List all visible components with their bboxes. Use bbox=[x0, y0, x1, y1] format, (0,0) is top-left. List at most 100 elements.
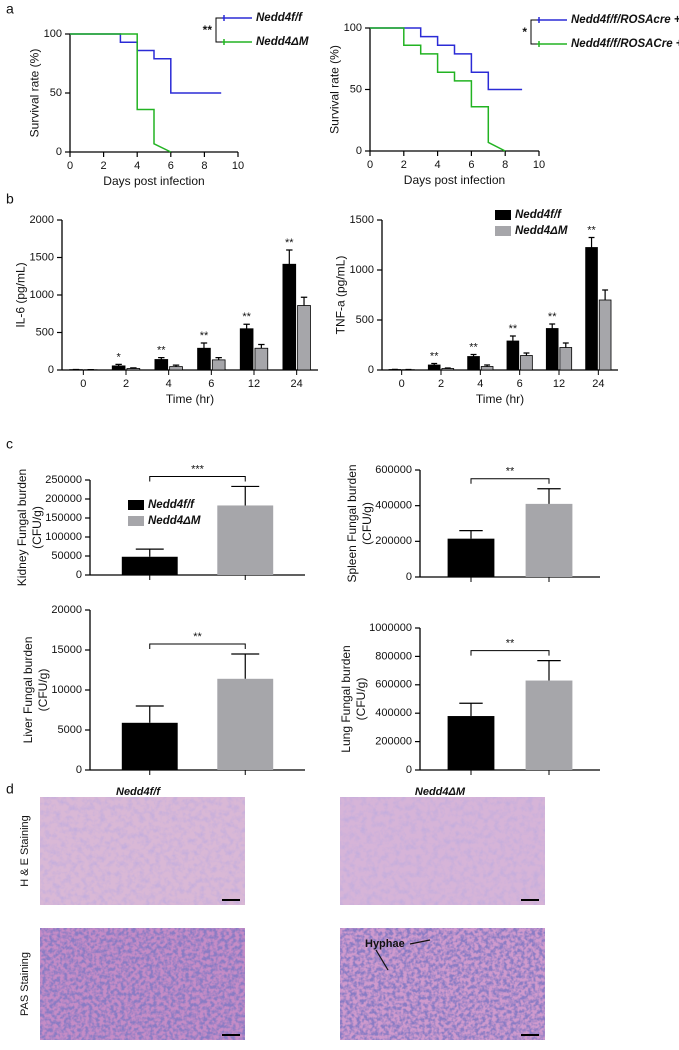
y-tick-label: 500 bbox=[356, 314, 374, 326]
x-tick-label: 4 bbox=[134, 160, 140, 172]
x-tick-label: 2 bbox=[401, 159, 407, 171]
bar bbox=[520, 355, 533, 371]
row-label: PAS Staining bbox=[19, 952, 31, 1016]
bar bbox=[197, 347, 211, 371]
significance-label: ** bbox=[242, 311, 251, 323]
error-bar bbox=[459, 530, 483, 539]
x-tick-label: 24 bbox=[592, 378, 604, 390]
error-bar bbox=[431, 362, 438, 365]
legend-swatch bbox=[128, 500, 144, 510]
row-label: H & E Staining bbox=[19, 815, 31, 887]
error-bar bbox=[588, 236, 595, 248]
legend-label: Nedd4f/f/ROSAcre +Oil bbox=[571, 14, 679, 26]
panel-label: d bbox=[6, 781, 14, 797]
y-tick-label: 600000 bbox=[375, 679, 412, 691]
y-tick-label: 0 bbox=[368, 364, 374, 376]
bar bbox=[217, 678, 274, 770]
error-bar bbox=[602, 289, 609, 300]
bar bbox=[447, 716, 495, 770]
legend-label: Nedd4ΔM bbox=[515, 225, 568, 237]
bar bbox=[211, 359, 226, 371]
error-bar bbox=[562, 342, 569, 348]
y-axis-label: Survival rate (%) bbox=[328, 45, 342, 134]
x-tick-label: 2 bbox=[438, 378, 444, 390]
x-tick-label: 0 bbox=[367, 159, 373, 171]
legend-label: Nedd4ΔM bbox=[148, 515, 201, 527]
significance-label: ** bbox=[509, 323, 518, 335]
error-bar bbox=[231, 653, 260, 679]
y-tick-label: 1000 bbox=[350, 264, 374, 276]
y-tick-label: 1000000 bbox=[369, 622, 412, 634]
bar bbox=[254, 347, 269, 371]
x-tick-label: 6 bbox=[517, 378, 523, 390]
error-bar bbox=[135, 705, 164, 723]
y-tick-label: 0 bbox=[76, 764, 82, 776]
y-tick-label: 100000 bbox=[45, 531, 82, 543]
x-tick-label: 8 bbox=[201, 160, 207, 172]
y-tick-label: 600000 bbox=[375, 464, 412, 476]
error-bar bbox=[158, 357, 165, 360]
significance-bracket bbox=[149, 643, 246, 649]
legend-label: Nedd4ΔM bbox=[256, 36, 309, 48]
significance-label: ** bbox=[157, 345, 166, 357]
error-bar bbox=[523, 352, 530, 356]
significance-bracket bbox=[149, 475, 246, 482]
bar bbox=[598, 299, 612, 371]
y-tick-label: 1500 bbox=[30, 251, 54, 263]
y-tick-label: 50000 bbox=[51, 550, 82, 562]
significance-label: ** bbox=[506, 466, 515, 478]
bar bbox=[282, 263, 297, 371]
pas-texture bbox=[340, 928, 545, 1040]
panel-label: b bbox=[6, 191, 14, 207]
survival-line bbox=[370, 27, 523, 91]
error-bar bbox=[509, 335, 516, 341]
significance-label: ** bbox=[285, 237, 294, 249]
bar bbox=[121, 722, 178, 770]
legend-swatch bbox=[495, 226, 511, 236]
x-tick-label: 6 bbox=[208, 378, 214, 390]
y-tick-label: 200000 bbox=[375, 535, 412, 547]
bar bbox=[297, 305, 311, 371]
bar bbox=[506, 340, 520, 371]
y-axis-label: (CFU/g) bbox=[354, 678, 368, 721]
error-bar bbox=[537, 660, 561, 681]
y-axis-label: TNF-a (pg/mL) bbox=[333, 256, 347, 335]
bar bbox=[545, 328, 559, 371]
error-bar bbox=[286, 249, 293, 265]
y-tick-label: 5000 bbox=[58, 724, 82, 736]
error-bar bbox=[215, 357, 222, 360]
y-tick-label: 10000 bbox=[51, 684, 82, 696]
panel-label: c bbox=[6, 436, 13, 452]
significance-label: ** bbox=[548, 311, 557, 323]
bar bbox=[154, 359, 169, 371]
legend-swatch bbox=[128, 516, 144, 526]
bar bbox=[427, 364, 441, 371]
y-tick-label: 0 bbox=[356, 145, 362, 157]
significance-label: *** bbox=[191, 463, 205, 475]
y-tick-label: 0 bbox=[406, 571, 412, 583]
y-axis-label: Spleen Fungal burden bbox=[345, 464, 359, 582]
error-bar bbox=[258, 343, 265, 349]
annotation: Hyphae bbox=[365, 938, 405, 950]
x-tick-label: 0 bbox=[80, 378, 86, 390]
error-bar bbox=[231, 485, 260, 506]
error-bar bbox=[200, 342, 208, 349]
y-axis-label: (CFU/g) bbox=[360, 502, 374, 545]
bar bbox=[467, 356, 480, 371]
arrow bbox=[375, 949, 389, 971]
he-texture bbox=[340, 797, 545, 905]
significance-bracket bbox=[530, 19, 537, 45]
x-tick-label: 24 bbox=[291, 378, 303, 390]
x-tick-label: 12 bbox=[553, 378, 565, 390]
significance-bracket bbox=[470, 650, 550, 656]
x-axis-label: Time (hr) bbox=[476, 392, 524, 406]
bar bbox=[441, 368, 455, 371]
error-bar bbox=[135, 548, 164, 557]
x-tick-label: 2 bbox=[101, 160, 107, 172]
bar bbox=[585, 247, 598, 371]
y-tick-label: 800000 bbox=[375, 650, 412, 662]
bar bbox=[525, 680, 573, 770]
significance-bracket bbox=[215, 17, 222, 43]
x-tick-label: 10 bbox=[232, 160, 244, 172]
